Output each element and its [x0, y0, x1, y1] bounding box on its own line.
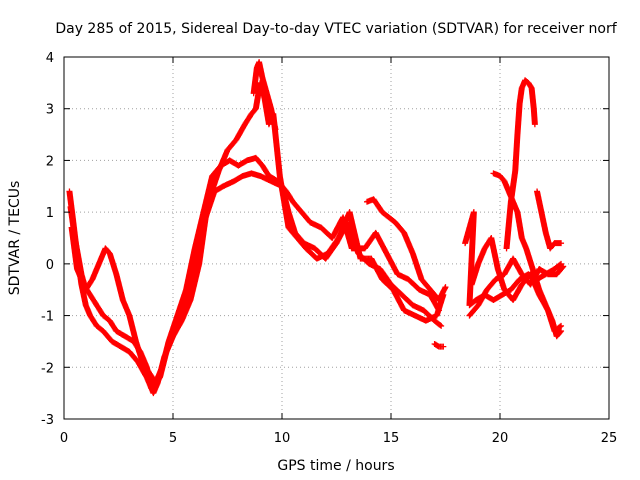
y-tick-label: 0	[46, 258, 54, 273]
data-series-track-3	[68, 79, 447, 391]
y-tick-label: -2	[41, 361, 54, 376]
x-tick-label: 0	[60, 431, 68, 446]
data-series-track-5	[364, 196, 449, 304]
x-axis-label: GPS time / hours	[277, 458, 394, 474]
y-tick-label: 3	[46, 103, 54, 118]
data-series-track-12	[534, 188, 565, 252]
y-tick-label: -1	[41, 310, 54, 325]
y-tick-label: 2	[46, 154, 54, 169]
y-axis-label: SDTVAR / TECUs	[7, 181, 23, 296]
grid-lines	[64, 57, 609, 419]
data-series-track-6	[431, 341, 447, 350]
x-tick-label: 5	[169, 431, 177, 446]
data-series-track-7	[462, 209, 565, 309]
x-tick-label: 25	[601, 431, 618, 446]
data-series-track-10	[490, 170, 565, 340]
axis-ticks: 0 5 10 15 20 25 -3 -2 -1 0 1 2 3 4	[41, 51, 617, 446]
x-tick-label: 10	[274, 431, 291, 446]
y-tick-label: 1	[46, 206, 54, 221]
x-tick-label: 15	[383, 431, 400, 446]
chart-title: Day 285 of 2015, Sidereal Day-to-day VTE…	[55, 21, 617, 37]
x-tick-label: 20	[492, 431, 509, 446]
data-series-track-4	[250, 59, 279, 133]
y-tick-label: 4	[46, 51, 54, 66]
y-tick-label: -3	[41, 413, 54, 428]
data-points	[66, 59, 567, 397]
data-series-track-11	[503, 77, 538, 252]
plot-frame	[63, 56, 610, 420]
